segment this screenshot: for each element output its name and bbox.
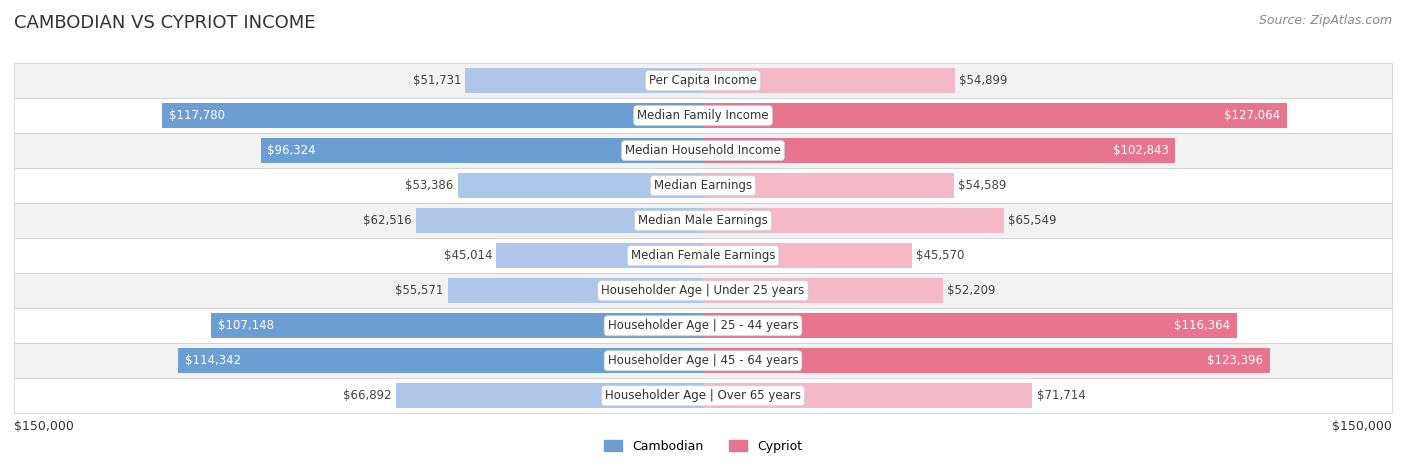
Bar [162, 103, 703, 128]
Bar [14, 168, 1392, 203]
Text: $55,571: $55,571 [395, 284, 444, 297]
Text: $150,000: $150,000 [14, 420, 75, 433]
Text: $123,396: $123,396 [1206, 354, 1263, 367]
Bar [14, 63, 1392, 98]
Bar [703, 208, 1004, 233]
Bar [14, 133, 1392, 168]
Legend: Cambodian, Cypriot: Cambodian, Cypriot [599, 435, 807, 458]
Text: $114,342: $114,342 [184, 354, 240, 367]
Text: $52,209: $52,209 [946, 284, 995, 297]
Bar [703, 278, 943, 304]
Bar [395, 383, 703, 408]
Text: Householder Age | Over 65 years: Householder Age | Over 65 years [605, 389, 801, 402]
Text: $150,000: $150,000 [1331, 420, 1392, 433]
Bar [703, 173, 953, 198]
Bar [703, 348, 1270, 374]
Text: Householder Age | Under 25 years: Householder Age | Under 25 years [602, 284, 804, 297]
Text: Householder Age | 25 - 44 years: Householder Age | 25 - 44 years [607, 319, 799, 332]
Text: $127,064: $127,064 [1223, 109, 1279, 122]
Bar [703, 68, 955, 93]
Text: Median Household Income: Median Household Income [626, 144, 780, 157]
Text: Per Capita Income: Per Capita Income [650, 74, 756, 87]
Text: Householder Age | 45 - 64 years: Householder Age | 45 - 64 years [607, 354, 799, 367]
Text: Median Family Income: Median Family Income [637, 109, 769, 122]
Text: Median Male Earnings: Median Male Earnings [638, 214, 768, 227]
Bar [458, 173, 703, 198]
Bar [465, 68, 703, 93]
Bar [14, 273, 1392, 308]
Text: $62,516: $62,516 [363, 214, 412, 227]
Bar [14, 308, 1392, 343]
Text: Median Earnings: Median Earnings [654, 179, 752, 192]
Bar [416, 208, 703, 233]
Text: $117,780: $117,780 [169, 109, 225, 122]
Bar [211, 313, 703, 338]
Text: $51,731: $51,731 [413, 74, 461, 87]
Bar [14, 203, 1392, 238]
Text: $71,714: $71,714 [1036, 389, 1085, 402]
Text: $96,324: $96,324 [267, 144, 316, 157]
Bar [14, 238, 1392, 273]
Bar [14, 378, 1392, 413]
Text: Median Female Earnings: Median Female Earnings [631, 249, 775, 262]
Bar [703, 243, 912, 268]
Text: $65,549: $65,549 [1008, 214, 1057, 227]
Text: $45,014: $45,014 [444, 249, 492, 262]
Text: CAMBODIAN VS CYPRIOT INCOME: CAMBODIAN VS CYPRIOT INCOME [14, 14, 315, 32]
Text: $54,899: $54,899 [959, 74, 1008, 87]
Text: $54,589: $54,589 [957, 179, 1007, 192]
Bar [496, 243, 703, 268]
Bar [703, 383, 1032, 408]
Text: Source: ZipAtlas.com: Source: ZipAtlas.com [1258, 14, 1392, 27]
Text: $53,386: $53,386 [405, 179, 454, 192]
Bar [703, 103, 1286, 128]
Bar [703, 313, 1237, 338]
Text: $116,364: $116,364 [1174, 319, 1230, 332]
Bar [703, 138, 1175, 163]
Text: $45,570: $45,570 [917, 249, 965, 262]
Text: $107,148: $107,148 [218, 319, 274, 332]
Bar [14, 343, 1392, 378]
Bar [447, 278, 703, 304]
Bar [177, 348, 703, 374]
Bar [260, 138, 703, 163]
Bar [14, 98, 1392, 133]
Text: $66,892: $66,892 [343, 389, 392, 402]
Text: $102,843: $102,843 [1112, 144, 1168, 157]
